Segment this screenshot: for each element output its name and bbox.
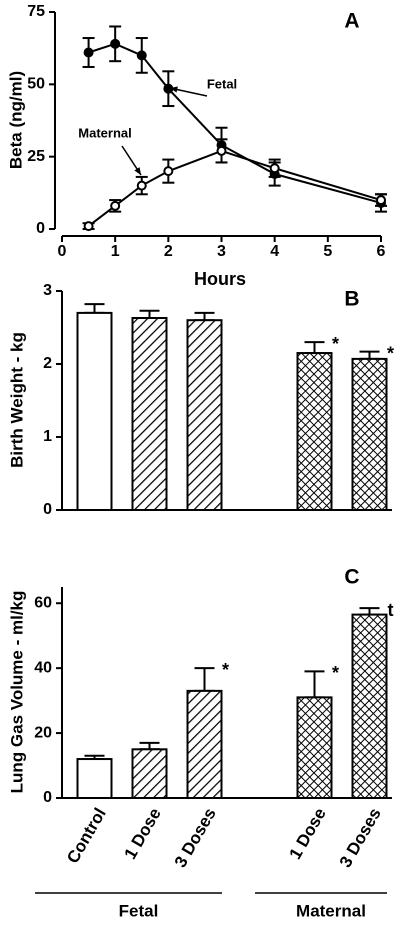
y-tick-label: 3	[43, 282, 52, 299]
point	[269, 163, 280, 174]
point	[136, 50, 147, 61]
x-tick-label: 6	[377, 243, 386, 260]
y-tick-label: 50	[27, 76, 45, 93]
y-tick-label: 75	[27, 3, 45, 20]
point	[136, 180, 147, 191]
panel-label: A	[344, 10, 359, 33]
significance-mark: t	[388, 600, 394, 620]
y-tick-label: 0	[36, 220, 45, 237]
point	[216, 145, 227, 156]
series-line	[88, 42, 382, 204]
panel-label: B	[344, 288, 359, 311]
y-axis-label: Birth Weight - kg	[7, 332, 26, 468]
bar	[296, 696, 333, 799]
annotation: Maternal	[78, 125, 131, 140]
x-tick-label: 4	[270, 243, 279, 260]
group-label: Fetal	[119, 901, 159, 920]
y-tick-label: 60	[34, 594, 52, 611]
bar	[131, 317, 168, 512]
bar	[351, 613, 388, 799]
y-axis-label: Beta (ng/ml)	[6, 71, 25, 169]
x-tick-label: 2	[164, 243, 173, 260]
bar	[131, 748, 168, 799]
significance-mark: *	[332, 663, 339, 683]
x-tick-label: 1 Dose	[121, 805, 165, 863]
x-axis-label: Hours	[194, 269, 246, 289]
bar	[296, 352, 333, 511]
x-tick-label: 3 Doses	[171, 805, 220, 871]
y-tick-label: 0	[43, 501, 52, 518]
x-tick-label: 1 Dose	[286, 805, 330, 863]
y-tick-label: 0	[43, 789, 52, 806]
x-tick-label: 3	[217, 243, 226, 260]
bar	[186, 319, 223, 512]
x-tick-label: Control	[63, 805, 110, 867]
bar	[76, 311, 113, 511]
point	[110, 200, 121, 211]
y-tick-label: 20	[34, 724, 52, 741]
x-tick-label: 1	[111, 243, 120, 260]
point	[376, 195, 386, 206]
group-label: Maternal	[296, 901, 366, 920]
x-tick-label: 0	[58, 243, 67, 260]
y-axis-label: Lung Gas Volume - ml/kg	[7, 591, 26, 794]
bar	[76, 758, 113, 799]
annotation: Fetal	[207, 76, 237, 91]
arrow-head	[170, 86, 178, 93]
y-tick-label: 40	[34, 659, 52, 676]
point	[83, 47, 94, 58]
x-tick-label: 3 Doses	[336, 805, 385, 871]
x-tick-label: 5	[323, 243, 332, 260]
significance-mark: *	[332, 334, 339, 354]
bar	[186, 689, 223, 800]
bar	[351, 357, 388, 512]
y-tick-label: 25	[27, 148, 45, 165]
arrow-head	[134, 167, 141, 175]
point	[83, 221, 94, 232]
significance-mark: *	[222, 660, 229, 680]
point	[163, 166, 174, 177]
point	[110, 38, 121, 49]
y-tick-label: 2	[43, 355, 52, 372]
panel-label: C	[344, 566, 359, 589]
y-tick-label: 1	[43, 428, 52, 445]
significance-mark: *	[387, 343, 394, 363]
